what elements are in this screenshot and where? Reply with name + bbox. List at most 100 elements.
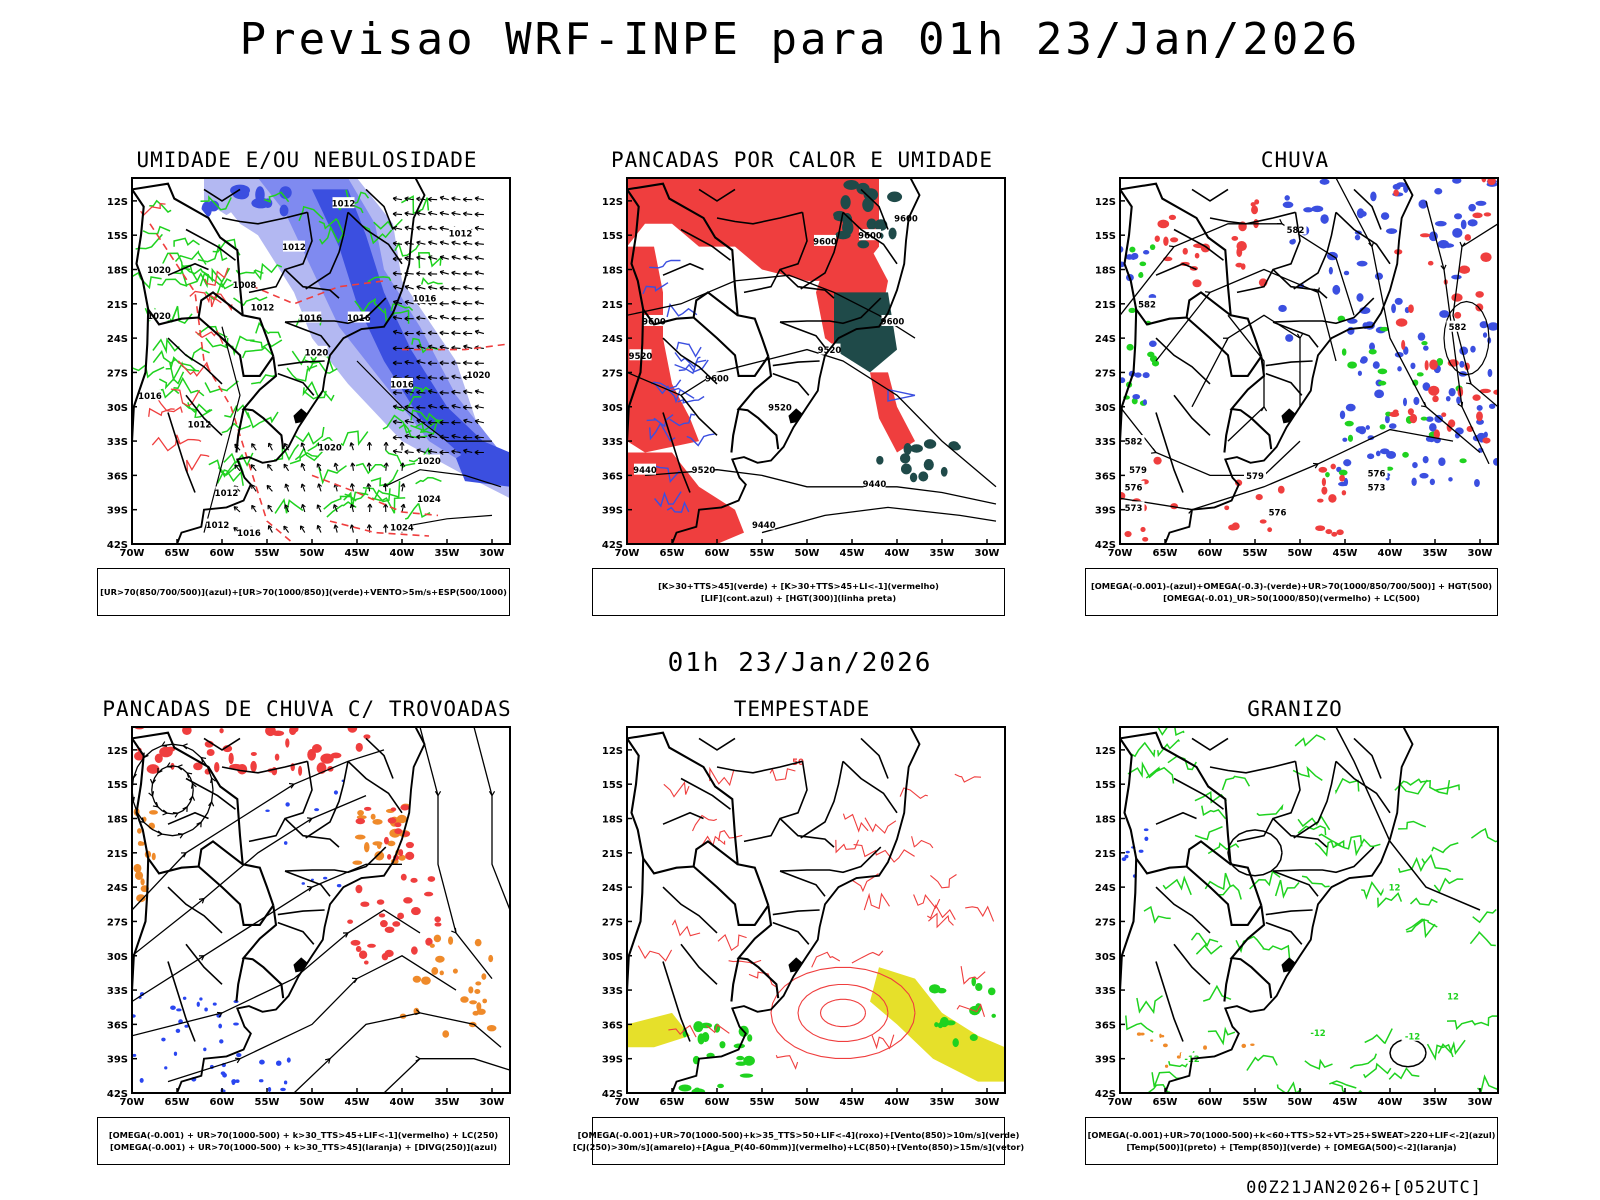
lon-tick-label: 65W xyxy=(1153,548,1178,559)
panel-title: PANCADAS POR CALOR E UMIDADE xyxy=(610,148,993,172)
streamline xyxy=(1120,428,1454,511)
vector-shaft xyxy=(404,285,414,290)
rain-red xyxy=(1236,247,1243,258)
wind-vector xyxy=(427,449,438,455)
contour-label-bg xyxy=(769,400,791,412)
vector-shaft xyxy=(416,272,426,275)
omega-green xyxy=(1379,326,1390,332)
wind-vector xyxy=(427,360,438,366)
lat-tick-label: 21S xyxy=(107,849,128,860)
state-border xyxy=(1209,211,1296,225)
wind-vector xyxy=(439,420,449,426)
storm-red xyxy=(206,748,215,756)
vector-head xyxy=(462,211,468,217)
state-border xyxy=(1209,760,1296,774)
omega-green xyxy=(1420,416,1428,421)
omega-green xyxy=(1126,343,1134,351)
storm-orange xyxy=(474,989,481,994)
temp850-contour xyxy=(1470,827,1498,843)
thickness-contour xyxy=(154,395,183,413)
wind-vector xyxy=(250,464,257,472)
hgt-contour xyxy=(644,469,997,505)
wind-vector xyxy=(462,404,473,410)
omega-blue xyxy=(1411,477,1417,487)
state-border xyxy=(1265,372,1303,396)
state-border xyxy=(779,297,882,325)
rain-red xyxy=(1475,291,1484,298)
rain-red xyxy=(1428,385,1440,396)
vector-head xyxy=(283,525,288,531)
contour-label-bg xyxy=(1307,1026,1329,1038)
low-humidity-contour xyxy=(319,225,345,245)
contour-label: 1016 xyxy=(390,380,414,390)
state-border xyxy=(185,777,236,810)
temp850-contour xyxy=(1361,881,1385,900)
vector-shaft xyxy=(404,212,414,216)
divergence-blue xyxy=(275,1060,282,1066)
storm-red xyxy=(378,913,386,918)
wind-vector xyxy=(367,503,373,513)
omega-blue xyxy=(1439,310,1450,318)
omega-blue xyxy=(1412,461,1418,469)
state-border xyxy=(1191,737,1229,751)
divergence-blue xyxy=(204,1007,208,1012)
omega-blue xyxy=(1355,426,1365,434)
vector-head xyxy=(317,483,322,488)
contour-label: 576 xyxy=(1125,483,1143,493)
vector-head xyxy=(383,441,389,447)
vector-shaft xyxy=(440,256,449,260)
thickness-contour xyxy=(239,280,385,305)
divergence-blue xyxy=(283,841,288,845)
divergence-blue xyxy=(285,802,290,807)
vector-head xyxy=(427,225,433,231)
thickness-contour xyxy=(151,434,181,452)
vector-shaft xyxy=(474,436,484,439)
low-humidity-contour xyxy=(294,426,325,445)
storm-red xyxy=(398,849,404,857)
divergence-blue xyxy=(333,790,338,795)
rain-red xyxy=(1255,493,1263,501)
state-border xyxy=(185,228,236,261)
streamline-arrow xyxy=(1440,264,1447,271)
vector-head xyxy=(451,255,456,261)
divergence-blue xyxy=(233,1022,239,1026)
rain-red xyxy=(1408,304,1414,314)
vector-head xyxy=(367,503,373,508)
lon-tick-label: 50W xyxy=(1288,548,1313,559)
vector-shaft xyxy=(428,241,438,245)
vector-head xyxy=(233,506,239,511)
omega-blue xyxy=(1359,358,1367,364)
streamline-arrow xyxy=(166,762,173,768)
vector-shaft xyxy=(317,504,322,513)
contour-label-bg xyxy=(283,240,305,252)
low-humidity-contour xyxy=(355,462,386,475)
water-contour xyxy=(842,813,869,833)
storm-red xyxy=(347,919,354,924)
vector-shaft xyxy=(451,405,461,409)
omega-blue xyxy=(1467,219,1478,227)
omega-blue xyxy=(1434,188,1443,195)
vector-head xyxy=(462,375,468,381)
vector-head xyxy=(350,462,356,467)
lat-tick-label: 33S xyxy=(602,437,623,448)
contour-label: 579 xyxy=(1246,472,1264,482)
vector-shaft xyxy=(428,198,438,201)
omega-green xyxy=(1151,360,1160,367)
low-humidity-contour xyxy=(343,491,369,509)
vector-shaft xyxy=(416,198,426,201)
lat-tick-label: 18S xyxy=(1095,266,1116,277)
lc-contour xyxy=(819,998,867,1028)
lon-tick-label: 70W xyxy=(615,1097,640,1108)
storm-red xyxy=(394,822,402,828)
wind-vector xyxy=(439,210,449,216)
lat-tick-label: 33S xyxy=(1095,437,1116,448)
vector-head xyxy=(427,375,432,381)
temp850-contour xyxy=(1219,884,1242,900)
wind-vector xyxy=(416,271,426,277)
contour-label: 1012 xyxy=(215,489,239,499)
rain-red xyxy=(1157,219,1170,229)
omega-blue xyxy=(1442,243,1455,248)
contour-label-bg xyxy=(1122,480,1145,492)
vector-shaft xyxy=(393,405,403,409)
